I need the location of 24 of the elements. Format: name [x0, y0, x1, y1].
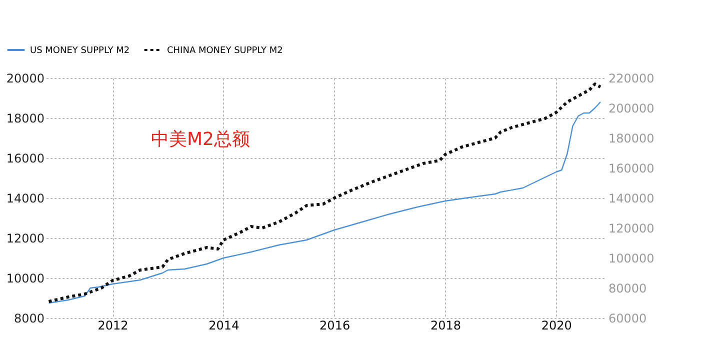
y-tick-label: 16000: [6, 152, 44, 166]
x-tick-label: 2014: [208, 318, 240, 332]
legend-label: CHINA MONEY SUPPLY M2: [167, 46, 283, 56]
y-tick-label: 18000: [6, 112, 44, 126]
y-tick-label: 14000: [6, 192, 44, 206]
y2-tick-label: 120000: [608, 222, 654, 236]
y-tick-label: 8000: [14, 312, 44, 326]
x-tick-label: 2020: [541, 318, 572, 332]
y-tick-label: 10000: [6, 272, 44, 286]
y2-tick-label: 180000: [608, 132, 654, 146]
y-tick-label: 20000: [6, 72, 44, 86]
legend-label: US MONEY SUPPLY M2: [30, 46, 130, 56]
x-tick-label: 2016: [320, 318, 350, 332]
x-tick-label: 2012: [98, 318, 128, 332]
y2-tick-label: 100000: [608, 252, 654, 266]
y2-tick-label: 80000: [608, 282, 647, 296]
y2-tick-label: 200000: [608, 102, 654, 116]
y2-tick-label: 220000: [608, 72, 654, 86]
y2-tick-label: 140000: [608, 192, 654, 206]
y2-tick-label: 60000: [608, 312, 647, 326]
x-tick-label: 2018: [430, 318, 461, 332]
y-tick-label: 12000: [6, 232, 44, 246]
annotation: 中美M2总额: [151, 129, 250, 150]
y2-tick-label: 160000: [608, 162, 654, 176]
